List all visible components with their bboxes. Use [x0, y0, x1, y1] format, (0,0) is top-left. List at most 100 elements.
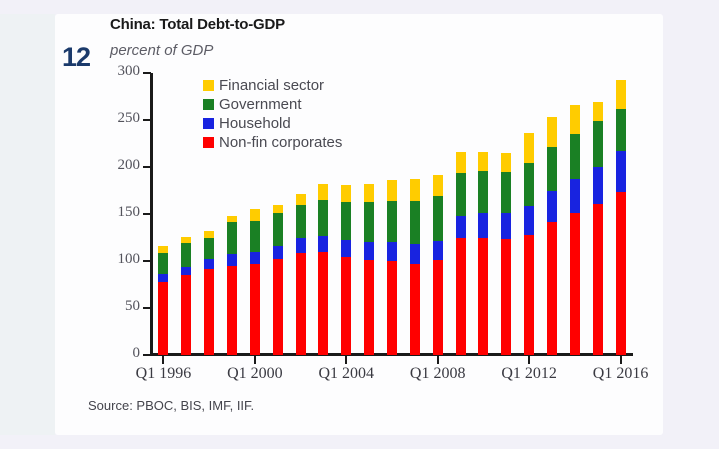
bar-segment — [158, 281, 169, 355]
bar-segment — [409, 263, 420, 355]
legend-item: Household — [203, 114, 342, 132]
bar-segment — [181, 243, 192, 267]
bar-segment — [478, 238, 489, 355]
x-axis-tick — [162, 356, 165, 364]
bar-stack — [227, 73, 237, 355]
bar-segment — [478, 151, 489, 171]
bar-stack — [387, 73, 397, 355]
bar-segment — [387, 180, 397, 201]
y-axis-tick-label: 0 — [132, 345, 141, 361]
chart-subtitle: percent of GDP — [110, 42, 214, 59]
bar-segment — [592, 203, 603, 355]
bar-segment — [341, 201, 352, 241]
bar-segment — [592, 120, 603, 167]
bar-stack — [364, 73, 375, 355]
legend-item-label: Household — [219, 114, 291, 132]
bar-stack — [569, 73, 580, 355]
bar-segment — [272, 213, 283, 246]
y-axis-tick-label: 200 — [117, 157, 141, 173]
bar-stack — [547, 73, 557, 355]
y-axis-tick — [143, 166, 151, 168]
bar-segment — [387, 200, 397, 243]
legend-item-label: Financial sector — [219, 76, 325, 94]
bar-segment — [478, 170, 489, 214]
bar-segment — [524, 206, 535, 235]
bar-stack — [455, 73, 466, 355]
legend-swatch-icon — [203, 136, 214, 148]
bar-segment — [569, 104, 580, 135]
bar-segment — [387, 242, 397, 261]
bar-segment — [295, 204, 306, 239]
bar-segment — [272, 204, 283, 214]
bar-segment — [409, 200, 420, 245]
y-axis-line — [150, 73, 153, 356]
bar-stack — [615, 73, 626, 355]
bar-segment — [158, 252, 169, 275]
x-axis-tick-label: Q1 2008 — [409, 365, 466, 382]
x-axis-tick — [436, 356, 439, 364]
y-axis-tick — [143, 119, 151, 121]
legend-item-label: Non-fin corporates — [219, 133, 343, 151]
bar-segment — [547, 222, 557, 355]
bar-segment — [455, 215, 466, 239]
bar-segment — [547, 147, 557, 192]
bar-segment — [524, 234, 535, 355]
bar-segment — [501, 171, 512, 214]
bar-segment — [364, 260, 375, 355]
bar-segment — [204, 259, 215, 269]
bar-stack — [478, 73, 489, 355]
bar-segment — [501, 152, 512, 172]
bar-stack — [592, 73, 603, 355]
y-axis-tick — [143, 354, 151, 356]
legend-swatch-icon — [203, 79, 214, 91]
bar-segment — [181, 266, 192, 276]
legend-item: Non-fin corporates — [203, 133, 342, 151]
bar-segment — [295, 253, 306, 355]
bar-segment — [432, 241, 443, 261]
bar-segment — [204, 268, 215, 355]
bar-segment — [204, 230, 215, 239]
bar-segment — [569, 134, 580, 180]
x-axis-tick — [528, 356, 531, 364]
bar-segment — [341, 257, 352, 355]
bar-segment — [501, 239, 512, 355]
bar-segment — [501, 213, 512, 240]
bar-segment — [409, 179, 420, 201]
legend-swatch-icon — [203, 98, 214, 110]
bar-segment — [409, 244, 420, 264]
bar-segment — [592, 167, 603, 204]
legend-item: Financial sector — [203, 76, 342, 94]
bar-segment — [569, 213, 580, 355]
y-axis-tick-label: 150 — [117, 204, 141, 220]
bar-segment — [592, 102, 603, 121]
legend-item-label: Government — [219, 95, 302, 113]
bar-segment — [249, 209, 260, 221]
bar-segment — [524, 133, 535, 164]
bar-segment — [181, 236, 192, 244]
bar-stack — [409, 73, 420, 355]
bar-segment — [364, 201, 375, 243]
y-axis-tick-label: 250 — [117, 110, 141, 126]
chart-title: China: Total Debt-to-GDP — [110, 16, 285, 33]
bar-segment — [387, 261, 397, 355]
legend-item: Government — [203, 95, 342, 113]
x-axis-tick-label: Q1 2016 — [592, 365, 649, 382]
bar-segment — [227, 222, 237, 255]
bar-segment — [249, 263, 260, 355]
bar-segment — [478, 213, 489, 239]
bar-stack — [501, 73, 512, 355]
source-note: Source: PBOC, BIS, IMF, IIF. — [88, 398, 255, 413]
bar-segment — [272, 259, 283, 355]
bar-segment — [227, 215, 237, 223]
y-axis-tick-label: 50 — [125, 298, 140, 314]
bar-segment — [318, 199, 329, 236]
bar-segment — [181, 275, 192, 355]
bar-stack — [272, 73, 283, 355]
bar-segment — [432, 196, 443, 242]
bar-segment — [547, 191, 557, 223]
bar-segment — [364, 242, 375, 261]
bar-segment — [318, 235, 329, 252]
bar-stack — [158, 73, 169, 355]
